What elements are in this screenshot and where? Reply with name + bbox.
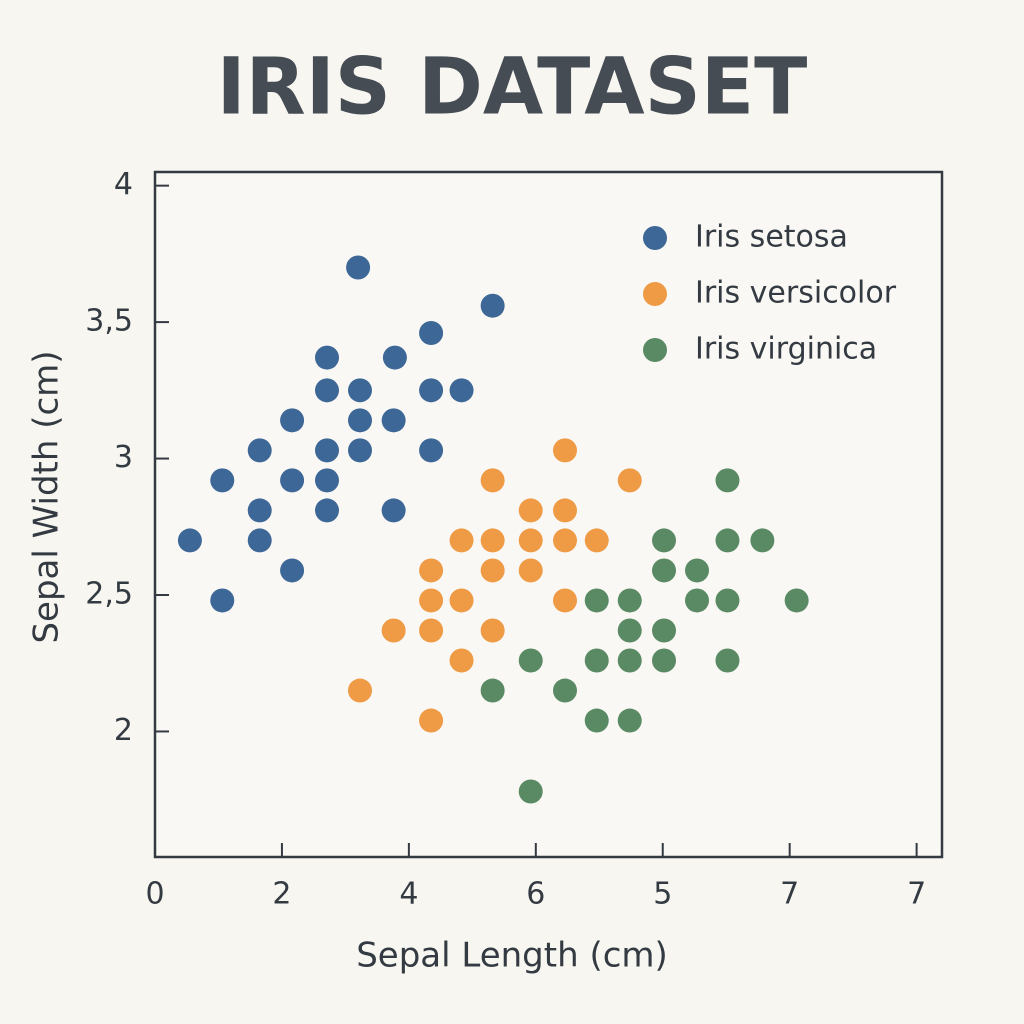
plot-frame xyxy=(153,170,944,859)
data-point xyxy=(584,708,609,733)
data-point xyxy=(314,498,339,523)
data-point xyxy=(584,528,609,553)
data-point xyxy=(685,588,710,613)
data-point xyxy=(247,528,272,553)
data-point xyxy=(584,588,609,613)
data-point xyxy=(419,378,444,403)
data-point xyxy=(480,528,505,553)
data-point xyxy=(518,528,543,553)
data-point xyxy=(280,558,305,583)
data-point xyxy=(419,708,444,733)
data-point xyxy=(518,779,543,804)
data-point xyxy=(247,438,272,463)
data-point xyxy=(617,618,642,643)
y-tick-label: 3,5 xyxy=(85,304,133,339)
data-point xyxy=(381,408,406,433)
data-point xyxy=(381,618,406,643)
data-point xyxy=(617,468,642,493)
data-point xyxy=(449,648,474,673)
data-point xyxy=(247,498,272,523)
data-point xyxy=(280,408,305,433)
data-point xyxy=(449,588,474,613)
data-point xyxy=(480,618,505,643)
data-point xyxy=(652,618,677,643)
y-tick-label: 2 xyxy=(114,713,133,748)
x-tick-label: 0 xyxy=(145,877,164,912)
x-tick-label: 5 xyxy=(653,877,672,912)
data-point xyxy=(553,528,578,553)
data-point xyxy=(382,345,407,370)
data-point xyxy=(652,558,677,583)
data-point xyxy=(177,528,202,553)
data-point xyxy=(518,558,543,583)
data-point xyxy=(480,468,505,493)
legend-label: Iris virginica xyxy=(695,332,877,367)
data-point xyxy=(381,498,406,523)
data-point xyxy=(685,558,710,583)
data-point xyxy=(346,255,371,280)
legend-marker xyxy=(643,282,667,306)
data-point xyxy=(419,618,444,643)
data-point xyxy=(784,588,809,613)
data-point xyxy=(348,378,373,403)
data-point xyxy=(617,708,642,733)
data-point xyxy=(210,468,235,493)
data-point xyxy=(348,678,373,703)
y-axis-label: Sepal Width (cm) xyxy=(27,350,67,643)
data-point xyxy=(553,588,578,613)
data-point xyxy=(715,468,740,493)
data-point xyxy=(617,588,642,613)
data-point xyxy=(280,468,305,493)
x-tick-label: 7 xyxy=(907,877,926,912)
data-point xyxy=(348,408,373,433)
legend-label: Iris setosa xyxy=(695,220,848,255)
y-tick-label: 4 xyxy=(114,167,133,202)
data-point xyxy=(419,558,444,583)
data-point xyxy=(518,498,543,523)
x-tick-label: 4 xyxy=(399,877,418,912)
data-point xyxy=(314,345,339,370)
data-point xyxy=(449,528,474,553)
data-point xyxy=(348,438,373,463)
data-point xyxy=(652,528,677,553)
legend-label: Iris versicolor xyxy=(695,276,897,311)
x-tick-label: 6 xyxy=(526,877,545,912)
data-point xyxy=(652,648,677,673)
chart-title: IRIS DATASET xyxy=(217,42,808,132)
data-point xyxy=(419,438,444,463)
y-tick-label: 2,5 xyxy=(85,577,133,612)
data-point xyxy=(750,528,775,553)
x-tick-label: 2 xyxy=(272,877,291,912)
data-point xyxy=(518,648,543,673)
data-point xyxy=(480,293,505,318)
data-point xyxy=(553,498,578,523)
legend-marker xyxy=(643,226,667,250)
data-point xyxy=(553,438,578,463)
data-point xyxy=(419,588,444,613)
data-point xyxy=(314,468,339,493)
data-point xyxy=(210,588,235,613)
x-axis-label: Sepal Length (cm) xyxy=(356,936,668,976)
data-point xyxy=(449,378,474,403)
data-point xyxy=(314,438,339,463)
data-point xyxy=(584,648,609,673)
data-point xyxy=(553,678,578,703)
legend-marker xyxy=(643,338,667,362)
data-point xyxy=(715,648,740,673)
data-point xyxy=(480,558,505,583)
x-tick-label: 7 xyxy=(780,877,799,912)
data-point xyxy=(419,321,444,346)
y-tick-label: 3 xyxy=(114,440,133,475)
data-point xyxy=(617,648,642,673)
data-point xyxy=(715,588,740,613)
data-point xyxy=(715,528,740,553)
data-point xyxy=(314,378,339,403)
data-point xyxy=(480,678,505,703)
